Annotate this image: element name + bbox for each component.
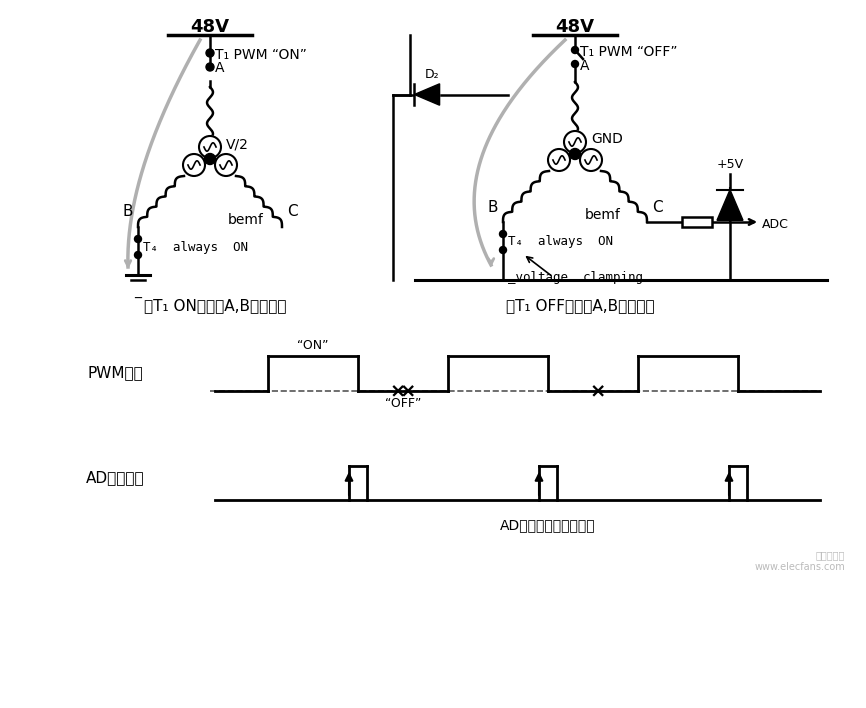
Text: A: A	[215, 61, 224, 75]
Text: A: A	[580, 59, 590, 73]
Circle shape	[572, 47, 578, 54]
Text: PWM信号: PWM信号	[87, 365, 143, 380]
Circle shape	[215, 154, 237, 176]
Text: V/2: V/2	[226, 137, 249, 151]
Text: T₁ PWM “ON”: T₁ PWM “ON”	[215, 48, 307, 62]
Text: “ON”: “ON”	[297, 339, 329, 352]
Text: _voltage  clamping: _voltage clamping	[508, 270, 643, 283]
Text: 48V: 48V	[191, 18, 229, 36]
Circle shape	[134, 251, 141, 258]
Circle shape	[548, 149, 570, 171]
Polygon shape	[415, 84, 440, 105]
Circle shape	[206, 63, 214, 71]
Text: bemf: bemf	[585, 208, 621, 222]
Text: bemf: bemf	[228, 213, 264, 227]
Text: AD触发信号: AD触发信号	[86, 471, 145, 486]
Bar	[682, 217, 712, 227]
Circle shape	[572, 60, 578, 67]
Circle shape	[580, 149, 602, 171]
Circle shape	[564, 131, 586, 153]
Text: ×: ×	[400, 382, 417, 401]
Text: T₄  always  ON: T₄ always ON	[508, 234, 613, 248]
Text: 48V: 48V	[555, 18, 594, 36]
Circle shape	[500, 231, 507, 237]
Text: 汐子技术网
www.elecfans.com: 汐子技术网 www.elecfans.com	[754, 550, 845, 571]
Circle shape	[204, 154, 216, 164]
Text: C: C	[652, 200, 662, 215]
Polygon shape	[717, 190, 743, 220]
Text: AD转换在上升沿被触发: AD转换在上升沿被触发	[501, 518, 596, 532]
Circle shape	[199, 136, 221, 158]
Text: GND: GND	[591, 132, 623, 146]
Text: 在T₁ OFF时流过A,B相的电流: 在T₁ OFF时流过A,B相的电流	[506, 298, 655, 313]
Circle shape	[206, 49, 214, 57]
Text: ×: ×	[390, 382, 406, 401]
Text: D₂: D₂	[425, 68, 440, 81]
Circle shape	[570, 149, 580, 159]
Text: 在T₁ ON时流过A,B相的电流: 在T₁ ON时流过A,B相的电流	[144, 298, 287, 313]
Circle shape	[134, 236, 141, 243]
Text: T₁ PWM “OFF”: T₁ PWM “OFF”	[580, 45, 677, 59]
Text: “OFF”: “OFF”	[385, 397, 421, 410]
Text: _: _	[134, 285, 141, 299]
Text: T₄  always  ON: T₄ always ON	[143, 241, 248, 253]
Text: +5V: +5V	[716, 158, 744, 171]
Text: ADC: ADC	[762, 217, 789, 231]
Text: B: B	[122, 205, 133, 219]
Text: C: C	[287, 205, 298, 219]
Circle shape	[500, 246, 507, 253]
Text: ×: ×	[590, 382, 606, 401]
Text: B: B	[488, 200, 498, 215]
Circle shape	[183, 154, 205, 176]
